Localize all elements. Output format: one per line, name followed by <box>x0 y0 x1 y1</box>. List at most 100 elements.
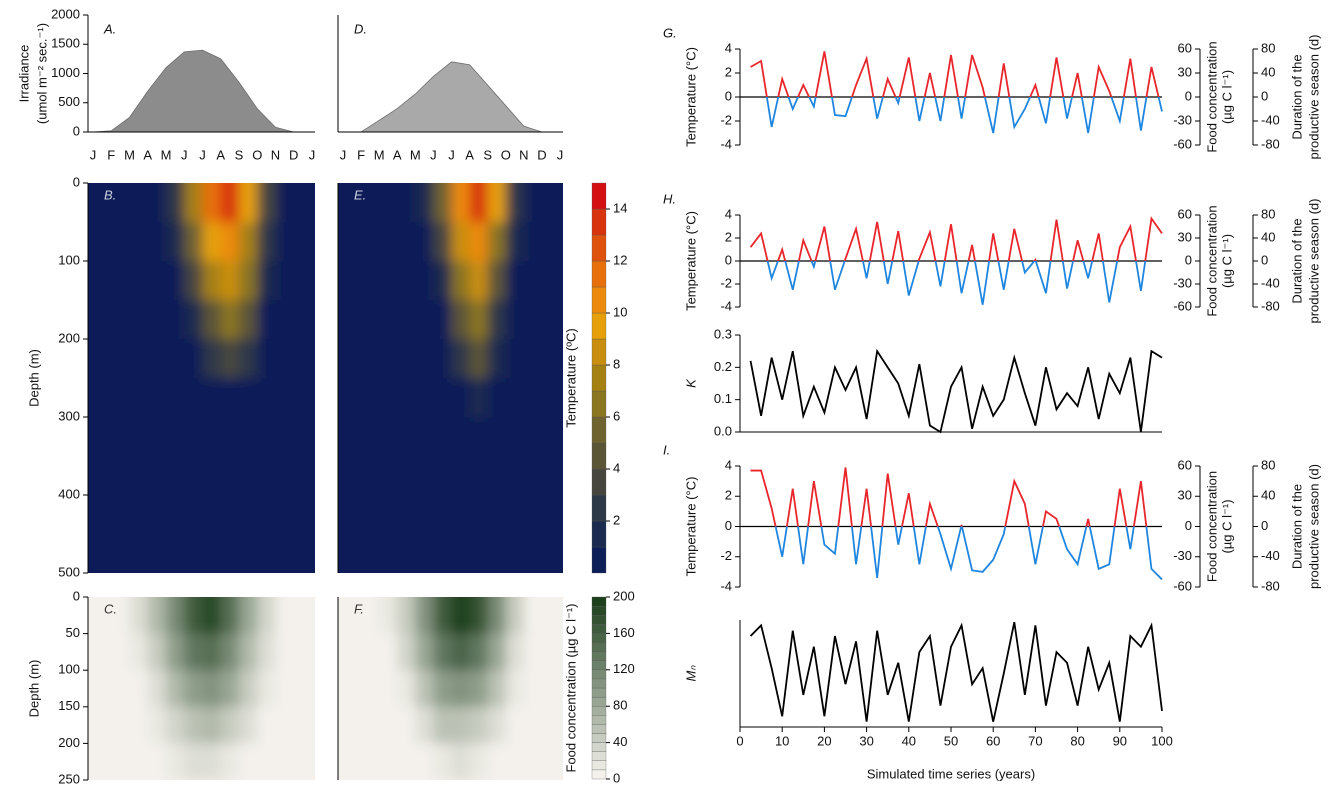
heatmap-cell <box>93 597 112 635</box>
x-tick-label: M <box>161 147 172 162</box>
x-tick-label: D <box>537 147 546 162</box>
heatmap-cell <box>275 222 295 262</box>
heatmap-cell <box>451 339 471 379</box>
heatmap-cell <box>239 339 258 379</box>
x-axis-title: Simulated time series (years) <box>867 766 1035 781</box>
x-tick-label: 30 <box>859 733 873 748</box>
heatmap-cell <box>239 378 258 418</box>
heatmap-cell <box>166 183 185 223</box>
heatmap-cell <box>505 222 525 262</box>
heatmap-cell <box>184 183 203 223</box>
colorbar-band <box>591 642 607 652</box>
y3-tick-label: -40 <box>1261 548 1280 563</box>
heatmap-cell <box>379 633 398 671</box>
y3-tick-label: 80 <box>1261 206 1275 221</box>
heatmap-cell <box>433 300 452 340</box>
y2-tick-label: -30 <box>1173 275 1192 290</box>
heatmap-cell <box>239 300 258 340</box>
y-tick-label: -2 <box>720 548 732 563</box>
heatmap-cell <box>361 222 380 262</box>
heatmap-cell <box>220 633 240 671</box>
y2-tick-label: -30 <box>1173 548 1192 563</box>
heatmap-cell <box>111 706 130 744</box>
colorbar-band <box>591 760 607 771</box>
heatmap-cell <box>415 670 434 708</box>
y3-tick-label: 40 <box>1261 488 1275 503</box>
heatmap-cell <box>523 183 543 223</box>
colorbar-band <box>591 706 607 716</box>
heatmap-cell <box>361 743 380 780</box>
heatmap-cell <box>505 743 525 780</box>
heatmap-cell <box>93 670 112 708</box>
heatmap-cell <box>415 183 434 223</box>
heatmap-cell <box>379 670 398 708</box>
axis-title: Duration of the <box>1289 484 1304 569</box>
colorbar-band <box>591 520 607 548</box>
heatmap-cell <box>293 706 313 744</box>
heatmap-cell <box>451 378 471 418</box>
heatmap-cell <box>129 222 149 262</box>
y2-tick-label: 30 <box>1178 488 1192 503</box>
heatmap-cell <box>93 743 112 780</box>
x-tick-label: J <box>557 147 564 162</box>
heatmap-cells <box>88 183 315 573</box>
axis-title: Temperature (ºC) <box>563 328 578 427</box>
heatmap-cell <box>257 706 276 744</box>
colorbar-band <box>591 715 607 725</box>
colorbar-band <box>591 605 607 616</box>
colorbar-tick-label: 4 <box>613 460 620 475</box>
heatmap-cell <box>451 261 471 301</box>
heatmap-cell <box>541 670 561 708</box>
heatmap-cell <box>257 743 276 780</box>
heatmap-cell <box>343 300 362 340</box>
y3-tick-label: -40 <box>1261 275 1280 290</box>
heatmap-cell <box>451 300 471 340</box>
heatmap-cell <box>220 670 240 708</box>
heatmap-cell <box>275 706 295 744</box>
y3-tick-label: 80 <box>1261 457 1275 472</box>
y-tick-label: 0.2 <box>714 359 732 374</box>
series-line <box>749 621 1163 722</box>
x-tick-label: F <box>107 147 115 162</box>
heatmap-cell <box>451 670 471 708</box>
heatmap-cell <box>469 633 489 671</box>
heatmap-cell <box>451 743 471 780</box>
colorbar-tick-label: 80 <box>613 698 627 713</box>
heatmap-cell <box>469 743 489 780</box>
heatmap-cell <box>505 670 525 708</box>
heatmap-cell <box>166 597 185 635</box>
y2-tick-label: 30 <box>1178 229 1192 244</box>
heatmap-cell <box>415 706 434 744</box>
heatmap-cell <box>487 183 507 223</box>
y-tick-label: 300 <box>58 408 80 423</box>
heatmap-cell <box>184 706 203 744</box>
heatmap-cell <box>541 300 561 340</box>
y-tick-label: 150 <box>58 698 80 713</box>
heatmap-cell <box>293 183 313 223</box>
y-tick-label: 50 <box>66 625 80 640</box>
y-tick-label: -4 <box>720 578 732 593</box>
colorbar-band <box>591 468 607 496</box>
heatmap-cell <box>166 633 185 671</box>
heatmap-cell <box>541 339 561 379</box>
heatmap-cell <box>147 670 167 708</box>
axis-title: productive season (d) <box>1306 34 1321 159</box>
heatmap-cell <box>184 378 203 418</box>
heatmap-cell <box>523 743 543 780</box>
heatmap-cell <box>397 743 416 780</box>
colorbar-band <box>591 769 607 780</box>
heatmap-cell <box>111 597 130 635</box>
colorbar-band <box>591 182 607 210</box>
y-tick-label: 0 <box>73 588 80 603</box>
colorbar-band <box>591 596 607 607</box>
heatmap-cell <box>343 183 362 223</box>
heatmap-cell <box>487 633 507 671</box>
colorbar-band <box>591 751 607 761</box>
heatmap-cell <box>184 261 203 301</box>
axis-title: Duration of the <box>1289 54 1304 139</box>
panel-label: B. <box>104 187 116 202</box>
heatmap-cell <box>379 378 398 418</box>
heatmap-cell <box>505 633 525 671</box>
heatmap-cell <box>415 261 434 301</box>
